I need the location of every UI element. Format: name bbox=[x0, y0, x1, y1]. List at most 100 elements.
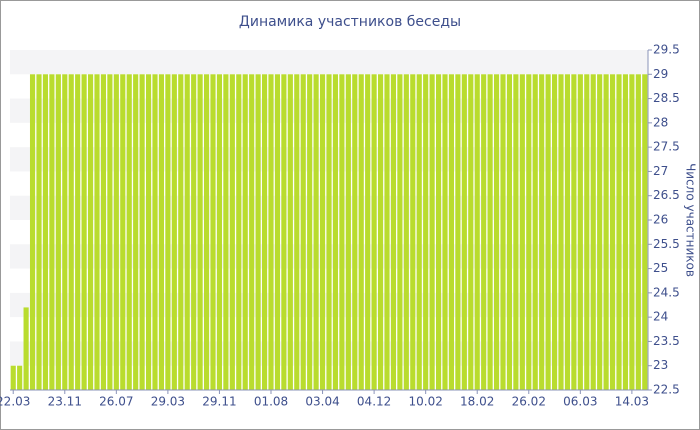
bar bbox=[635, 74, 641, 391]
x-tick-label: 26.07 bbox=[99, 395, 133, 409]
bar bbox=[500, 74, 506, 391]
y-tick-label: 25.5 bbox=[653, 237, 680, 251]
bar bbox=[191, 74, 197, 391]
bar bbox=[17, 365, 23, 390]
bar bbox=[461, 74, 467, 391]
bar bbox=[171, 74, 177, 391]
y-tick-label: 28 bbox=[653, 115, 668, 129]
y-tick-label: 29 bbox=[653, 67, 668, 81]
bar bbox=[410, 74, 416, 391]
bar bbox=[75, 74, 81, 391]
bar bbox=[629, 74, 635, 391]
bar bbox=[313, 74, 319, 391]
x-tick-label: 29.03 bbox=[151, 395, 185, 409]
bar bbox=[397, 74, 403, 391]
y-axis-title: Число участников bbox=[684, 163, 698, 277]
bar bbox=[242, 74, 248, 391]
x-tick-label: 10.02 bbox=[408, 395, 442, 409]
x-tick-label: 26.02 bbox=[512, 395, 546, 409]
bar bbox=[36, 74, 42, 391]
bar bbox=[584, 74, 590, 391]
bar bbox=[249, 74, 255, 391]
bar bbox=[352, 74, 358, 391]
bar bbox=[468, 74, 474, 391]
bar bbox=[81, 74, 87, 391]
x-tick-label: 01.08 bbox=[254, 395, 288, 409]
bar bbox=[423, 74, 429, 391]
bar bbox=[487, 74, 493, 391]
bar bbox=[139, 74, 145, 391]
x-tick-label: 04.12 bbox=[357, 395, 391, 409]
bar bbox=[435, 74, 442, 391]
bar bbox=[178, 74, 184, 391]
bar bbox=[49, 74, 55, 391]
bar bbox=[29, 74, 36, 391]
bar bbox=[377, 74, 384, 391]
y-tick-label: 27.5 bbox=[653, 140, 680, 154]
bar bbox=[455, 74, 461, 391]
bar bbox=[261, 74, 268, 391]
bar bbox=[577, 74, 583, 391]
y-tick-label: 23 bbox=[653, 358, 668, 372]
bar bbox=[493, 74, 500, 391]
bar bbox=[94, 74, 100, 391]
bar bbox=[255, 74, 261, 391]
bar bbox=[513, 74, 519, 391]
bar bbox=[603, 74, 609, 391]
bar bbox=[158, 74, 165, 391]
bar bbox=[10, 365, 16, 390]
y-tick-label: 26 bbox=[653, 213, 668, 227]
bar bbox=[287, 74, 293, 391]
y-tick-label: 26.5 bbox=[653, 188, 680, 202]
x-tick-label: 29.11 bbox=[202, 395, 236, 409]
y-tick-label: 24 bbox=[653, 310, 668, 324]
bar bbox=[416, 74, 422, 391]
bar bbox=[390, 74, 397, 391]
x-tick-label: 03.04 bbox=[305, 395, 339, 409]
bar bbox=[203, 74, 210, 391]
bar bbox=[294, 74, 300, 391]
bar bbox=[87, 74, 94, 391]
y-tick-label: 29.5 bbox=[653, 43, 680, 57]
bar bbox=[532, 74, 538, 391]
x-tick-label: 14.03 bbox=[615, 395, 649, 409]
x-tick-label: 22.03 bbox=[0, 395, 30, 409]
bar bbox=[126, 74, 132, 391]
y-tick-label: 22.5 bbox=[653, 383, 680, 397]
bar bbox=[590, 74, 596, 391]
y-tick-label: 28.5 bbox=[653, 91, 680, 105]
bar bbox=[120, 74, 126, 391]
bar bbox=[55, 74, 61, 391]
bar bbox=[23, 307, 29, 390]
bar bbox=[184, 74, 190, 391]
y-tick-label: 25 bbox=[653, 261, 668, 275]
bar bbox=[107, 74, 113, 391]
bar bbox=[558, 74, 564, 391]
bar bbox=[319, 74, 326, 391]
bar bbox=[526, 74, 532, 391]
bar bbox=[100, 74, 107, 391]
bar bbox=[429, 74, 435, 391]
bar bbox=[506, 74, 513, 391]
bar bbox=[268, 74, 274, 391]
bar bbox=[216, 74, 223, 391]
bar bbox=[403, 74, 409, 391]
bar bbox=[365, 74, 371, 391]
bar bbox=[539, 74, 545, 391]
bar bbox=[274, 74, 281, 391]
bar bbox=[358, 74, 364, 391]
bar bbox=[197, 74, 203, 391]
bar bbox=[345, 74, 351, 391]
bar bbox=[332, 74, 339, 391]
bar bbox=[307, 74, 313, 391]
x-tick-label: 18.02 bbox=[460, 395, 494, 409]
bar bbox=[384, 74, 390, 391]
grid-band bbox=[10, 50, 648, 75]
bar bbox=[519, 74, 525, 391]
bar bbox=[339, 74, 345, 391]
bar bbox=[371, 74, 377, 391]
bar bbox=[236, 74, 242, 391]
bar bbox=[481, 74, 487, 391]
bar bbox=[609, 74, 616, 391]
bar bbox=[442, 74, 448, 391]
